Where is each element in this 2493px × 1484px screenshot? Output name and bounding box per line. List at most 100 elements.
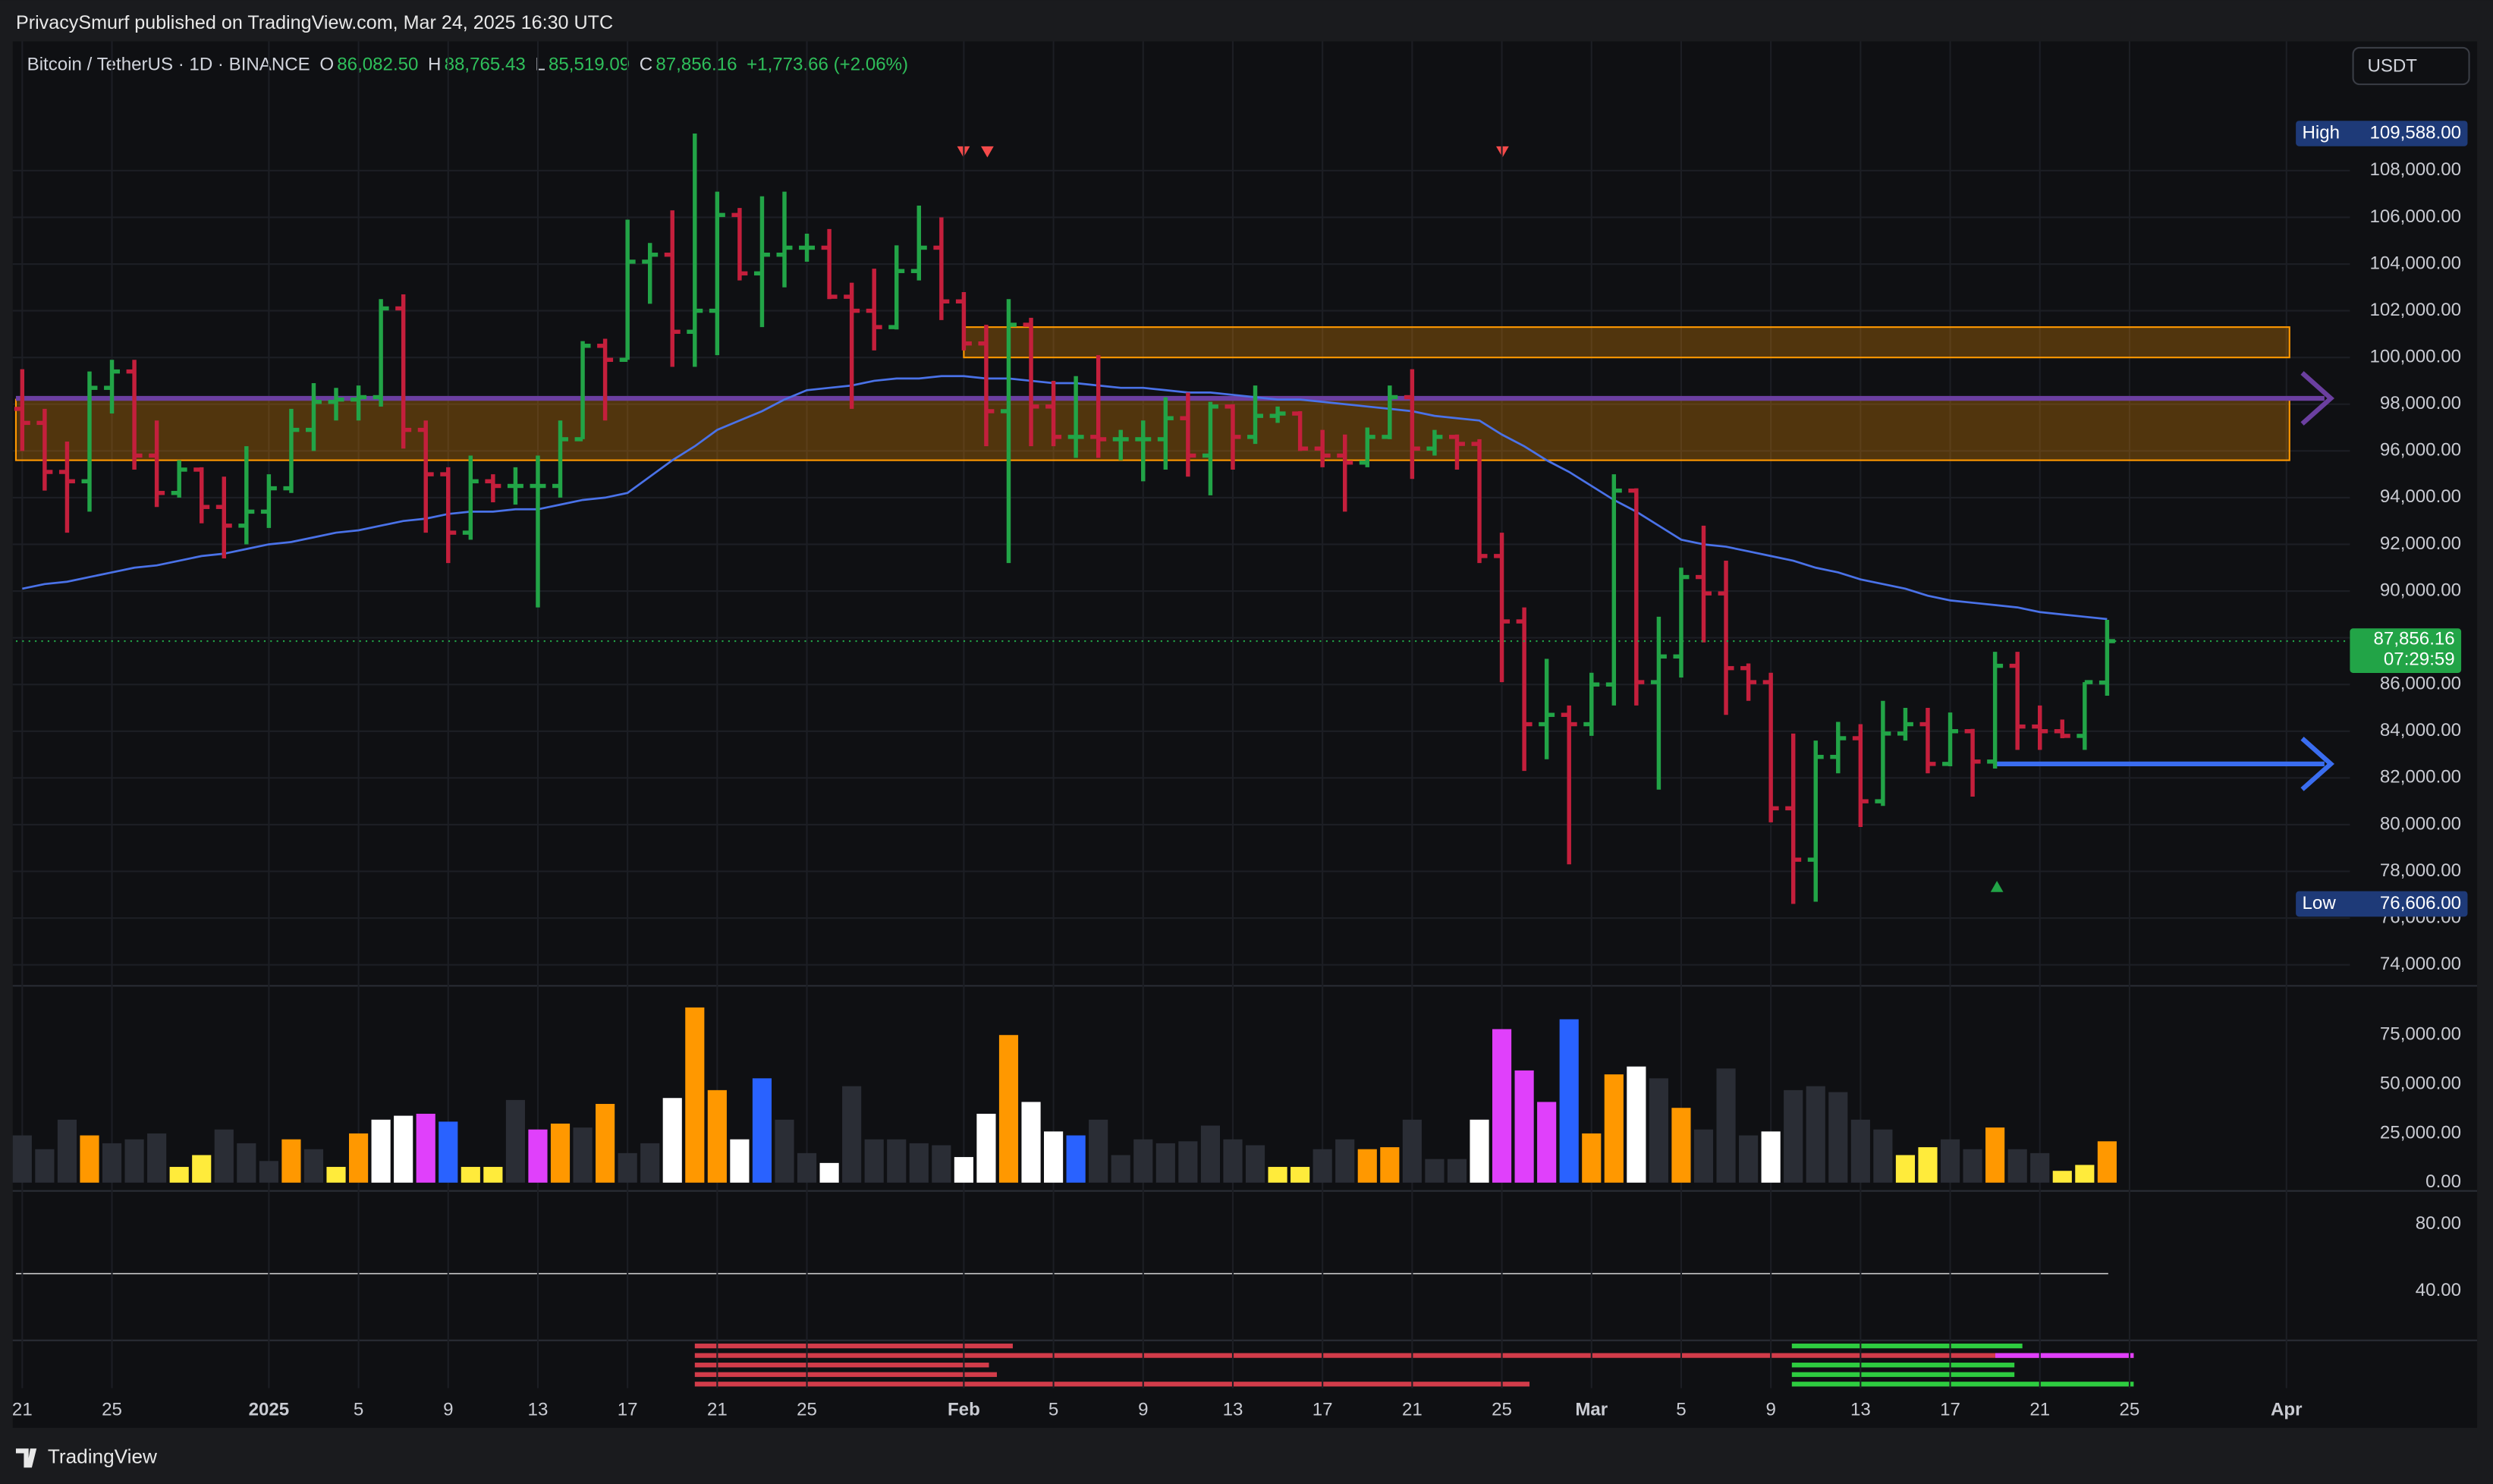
volume-bar bbox=[169, 1167, 189, 1183]
volume-bar bbox=[1940, 1139, 1960, 1183]
volume-bar bbox=[1582, 1133, 1602, 1183]
x-tick-label: Apr bbox=[2271, 1399, 2303, 1420]
x-tick-label: 21 bbox=[1402, 1399, 1423, 1420]
volume-bar bbox=[819, 1162, 839, 1183]
volume-bar bbox=[618, 1152, 637, 1183]
volume-bar bbox=[394, 1115, 413, 1183]
y-tick-label: 78,000.00 bbox=[2380, 860, 2461, 881]
volume-bar bbox=[147, 1133, 167, 1183]
volume-bar bbox=[932, 1145, 951, 1183]
volume-bar bbox=[1492, 1029, 1512, 1183]
volume-bar bbox=[416, 1113, 435, 1183]
volume-bar bbox=[259, 1161, 278, 1183]
volume-bar bbox=[192, 1155, 212, 1183]
zone bbox=[14, 398, 2290, 461]
volume-bar bbox=[1806, 1086, 1825, 1183]
volume-bar bbox=[1380, 1147, 1400, 1183]
osc-tick-label: 40.00 bbox=[2416, 1280, 2461, 1300]
strip bbox=[694, 1372, 997, 1377]
low-label: Low bbox=[2303, 893, 2337, 913]
volume-bar bbox=[1357, 1149, 1377, 1183]
volume-bar bbox=[2030, 1152, 2050, 1183]
volume-bar bbox=[214, 1129, 234, 1183]
strip bbox=[1791, 1363, 2015, 1368]
y-tick-label: 98,000.00 bbox=[2380, 393, 2461, 413]
last-price-badge bbox=[2350, 628, 2462, 673]
volume-bar bbox=[303, 1149, 324, 1183]
strip bbox=[694, 1382, 1530, 1387]
volume-bar bbox=[550, 1123, 571, 1183]
volume-bar bbox=[1850, 1119, 1870, 1183]
x-tick-label: Mar bbox=[1575, 1399, 1608, 1420]
y-tick-label: 108,000.00 bbox=[2369, 159, 2461, 180]
strip bbox=[694, 1363, 989, 1368]
volume-bar bbox=[976, 1113, 996, 1183]
volume-bar bbox=[909, 1143, 929, 1183]
brand-logo bbox=[15, 1448, 37, 1468]
y-tick-label: 96,000.00 bbox=[2380, 440, 2461, 461]
volume-bar bbox=[1895, 1155, 1916, 1183]
zone bbox=[963, 326, 2290, 359]
strip bbox=[1791, 1382, 2134, 1387]
x-tick-label: 13 bbox=[528, 1399, 549, 1420]
volume-bar bbox=[998, 1035, 1019, 1183]
y-tick-label: 100,000.00 bbox=[2369, 347, 2461, 367]
legend-text: 86,082.50 bbox=[337, 54, 418, 74]
strip bbox=[1791, 1343, 2023, 1349]
volume-bar bbox=[1693, 1129, 1714, 1183]
volume-bar bbox=[1828, 1092, 1848, 1183]
volume-bar bbox=[1111, 1155, 1130, 1183]
volume-bar bbox=[1918, 1147, 1938, 1183]
volume-tick-label: 0.00 bbox=[2425, 1171, 2461, 1192]
volume-bar bbox=[573, 1127, 593, 1183]
volume-bar bbox=[752, 1078, 772, 1183]
volume-bar bbox=[1649, 1078, 1668, 1183]
signal-strips bbox=[694, 1343, 2134, 1387]
volume-bar bbox=[505, 1099, 525, 1183]
legend-text: 87,856.16 bbox=[655, 54, 737, 74]
volume-bar bbox=[2075, 1165, 2095, 1183]
volume-bar bbox=[1873, 1129, 1893, 1183]
legend-text: Bitcoin / TetherUS · 1D · BINANCE bbox=[27, 54, 310, 74]
y-tick-label: 92,000.00 bbox=[2380, 533, 2461, 554]
volume-bar bbox=[842, 1086, 862, 1183]
volume-bar bbox=[1223, 1139, 1243, 1183]
x-tick-label: 5 bbox=[1676, 1399, 1686, 1420]
signal-markers bbox=[957, 146, 2004, 892]
volume-bar bbox=[596, 1104, 615, 1183]
x-tick-label: 2025 bbox=[249, 1399, 290, 1420]
volume-bar bbox=[1200, 1125, 1221, 1183]
strip bbox=[1995, 1353, 2134, 1358]
x-tick-label: 25 bbox=[797, 1399, 817, 1420]
volume-bar bbox=[1537, 1102, 1557, 1183]
x-tick-label: 13 bbox=[1850, 1399, 1871, 1420]
volume-bar bbox=[461, 1167, 480, 1183]
volume-bar bbox=[1425, 1159, 1445, 1183]
y-tick-label: 90,000.00 bbox=[2380, 580, 2461, 600]
volume-bar bbox=[35, 1149, 55, 1183]
volume-bar bbox=[1313, 1149, 1332, 1183]
volume-tick-label: 50,000.00 bbox=[2380, 1073, 2461, 1093]
y-tick-label: 86,000.00 bbox=[2380, 674, 2461, 694]
volume-bar bbox=[662, 1098, 682, 1183]
volume-bar bbox=[640, 1143, 660, 1183]
osc-tick-label: 80.00 bbox=[2416, 1213, 2461, 1234]
volume-bar bbox=[775, 1119, 794, 1183]
volume-bar bbox=[797, 1152, 817, 1183]
volume-bar bbox=[730, 1139, 750, 1183]
x-tick-label: 25 bbox=[102, 1399, 122, 1420]
volume-bar bbox=[102, 1143, 122, 1183]
chart-area bbox=[12, 41, 2478, 1428]
buy-marker bbox=[1990, 881, 2004, 892]
volume-bar bbox=[57, 1119, 77, 1183]
volume-bar bbox=[371, 1119, 391, 1183]
volume-bar bbox=[1514, 1070, 1534, 1183]
currency-button[interactable] bbox=[2352, 46, 2470, 86]
symbol-legend: Bitcoin / TetherUS · 1D · BINANCE O 86,082… bbox=[27, 54, 908, 74]
x-tick-label: 17 bbox=[1313, 1399, 1333, 1420]
strip bbox=[1791, 1372, 2015, 1377]
volume-bar bbox=[439, 1121, 458, 1183]
volume-bar bbox=[2007, 1149, 2027, 1183]
volume-bar bbox=[864, 1139, 884, 1183]
